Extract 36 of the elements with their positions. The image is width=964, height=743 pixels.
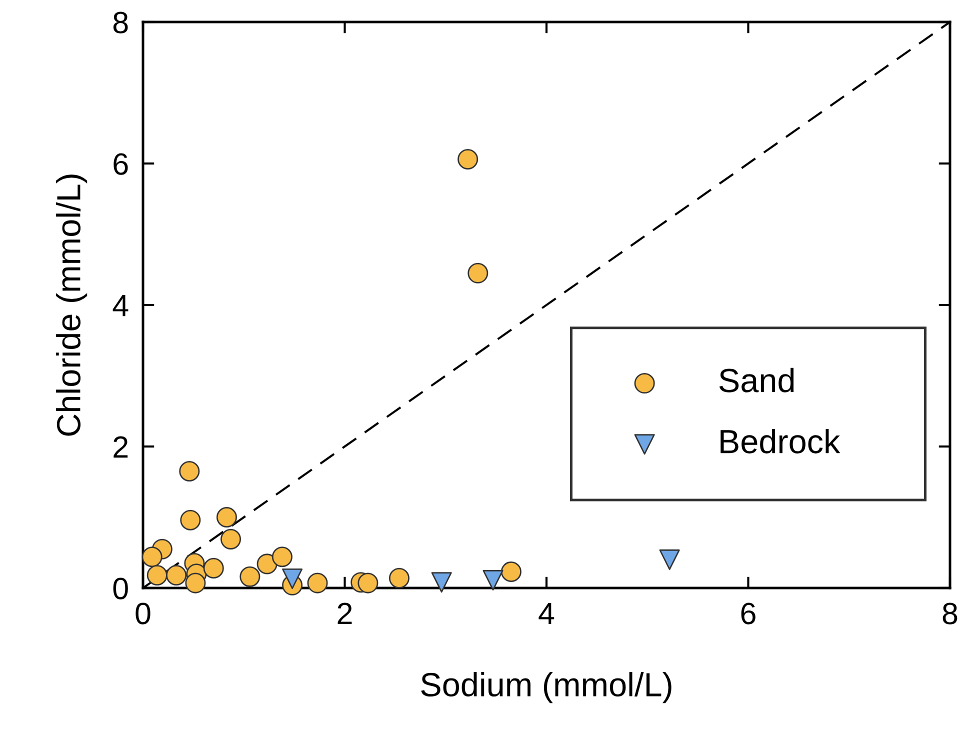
y-tick-label: 2 bbox=[114, 436, 128, 458]
point bbox=[142, 546, 162, 568]
legend-label: Sand bbox=[719, 368, 794, 392]
point bbox=[272, 546, 292, 568]
point bbox=[431, 572, 452, 593]
point bbox=[482, 570, 504, 590]
point bbox=[282, 568, 303, 590]
point bbox=[185, 572, 206, 594]
point bbox=[166, 565, 187, 586]
point bbox=[468, 262, 488, 284]
y-tick-label: 8 bbox=[113, 12, 128, 34]
point bbox=[220, 528, 242, 550]
x-tick-label: 4 bbox=[538, 603, 554, 624]
point bbox=[256, 554, 278, 574]
point bbox=[500, 561, 522, 582]
point bbox=[458, 148, 478, 170]
y-tick-label: 6 bbox=[114, 153, 128, 175]
x-tick-label: 8 bbox=[942, 602, 958, 624]
point bbox=[203, 558, 224, 578]
point bbox=[240, 566, 260, 587]
point bbox=[179, 460, 200, 482]
y-tick-label: 0 bbox=[113, 578, 128, 600]
x-tick-label: 0 bbox=[136, 602, 150, 624]
point bbox=[216, 506, 237, 528]
point bbox=[146, 565, 168, 586]
point bbox=[180, 510, 201, 530]
y-axis-title: Chloride (mmol/L) bbox=[56, 174, 88, 436]
point bbox=[307, 572, 328, 594]
legend-label: Bedrock bbox=[720, 428, 840, 454]
y-tick-label: 4 bbox=[112, 295, 128, 316]
x-tick-label: 6 bbox=[741, 602, 756, 624]
point bbox=[358, 572, 378, 594]
point bbox=[659, 549, 680, 570]
x-tick-label: 2 bbox=[338, 602, 352, 624]
point bbox=[388, 568, 410, 588]
x-axis-title: Sodium (mmol/L) bbox=[421, 672, 672, 704]
